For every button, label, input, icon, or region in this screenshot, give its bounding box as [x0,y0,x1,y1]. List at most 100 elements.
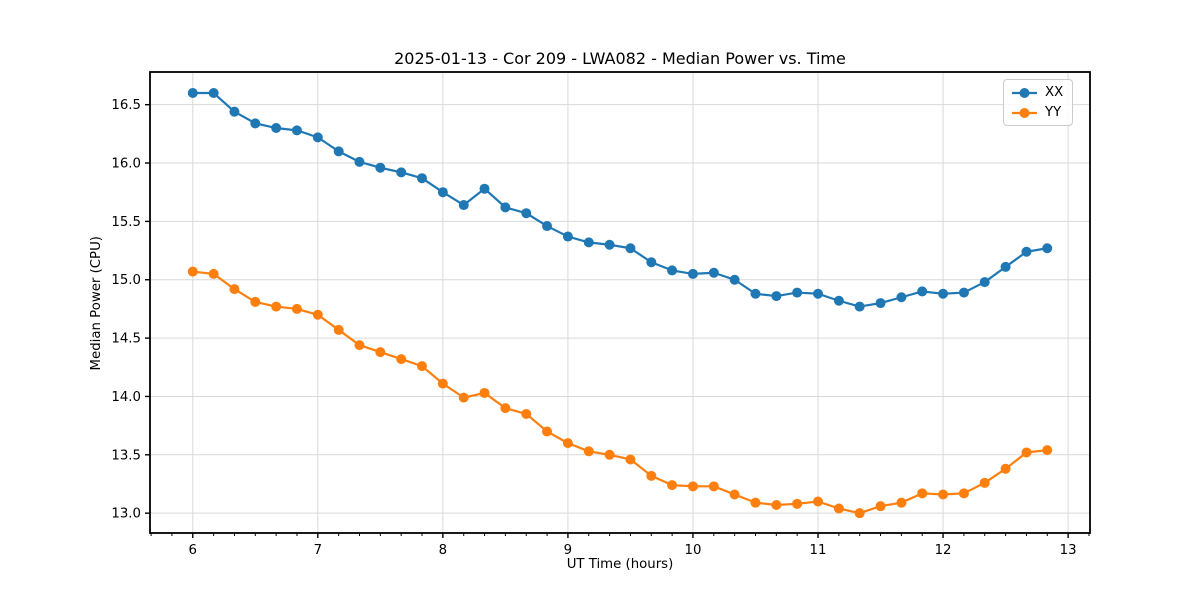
data-point-xx [1042,243,1053,254]
series-line-xx [192,91,1048,308]
data-point-yy [1021,447,1032,458]
y-axis-label: Median Power (CPU) [89,236,104,371]
data-point-yy [813,496,824,507]
y-tick-label: 13.0 [111,507,141,522]
data-point-xx [312,132,323,143]
data-point-xx [562,231,573,242]
data-point-yy [396,354,407,365]
data-point-yy [917,488,928,499]
data-point-xx [1000,261,1011,272]
data-point-yy [875,501,886,512]
data-point-xx [1021,246,1032,257]
x-axis-label: UT Time (hours) [566,557,674,572]
data-point-yy [229,284,240,295]
data-point-yy [1000,463,1011,474]
data-point-yy [542,426,553,437]
data-point-xx [416,173,427,184]
data-point-yy [646,470,657,481]
data-point-xx [500,202,511,213]
data-point-yy [583,446,594,457]
data-point-xx [208,88,219,99]
data-point-xx [271,123,282,134]
data-point-yy [979,477,990,488]
y-tick-label: 15.5 [111,215,141,230]
data-point-yy [333,324,344,335]
y-tick-label: 14.5 [111,332,141,347]
data-point-xx [375,162,386,173]
data-point-yy [792,498,803,509]
data-point-xx [458,200,469,211]
data-point-xx [687,268,698,279]
x-tick-label: 10 [685,543,702,558]
data-point-xx [875,298,886,309]
data-point-xx [187,88,198,99]
x-tick-label: 8 [439,543,447,558]
data-point-yy [1042,445,1053,456]
legend-line-marker-icon [1012,107,1037,118]
data-point-xx [833,295,844,306]
x-tick-label: 7 [314,543,322,558]
data-point-xx [979,277,990,288]
data-point-xx [708,267,719,278]
data-point-yy [354,340,365,351]
data-point-yy [271,301,282,312]
data-point-yy [750,497,761,508]
data-point-xx [938,288,949,299]
data-point-xx [854,301,865,312]
data-point-yy [187,266,198,277]
data-point-xx [750,288,761,299]
data-point-yy [479,387,490,398]
data-point-yy [604,449,615,460]
data-point-xx [437,187,448,198]
data-point-yy [729,489,740,500]
data-point-yy [771,499,782,510]
data-point-xx [583,237,594,248]
data-point-yy [625,454,636,465]
chart-title: 2025-01-13 - Cor 209 - LWA082 - Median P… [394,49,846,68]
data-point-xx [542,221,553,232]
data-point-xx [646,257,657,268]
data-point-xx [729,274,740,285]
y-tick-label: 16.5 [111,98,141,113]
legend: XX YY [1003,79,1074,126]
data-point-yy [291,303,302,314]
data-point-yy [208,268,219,279]
plot-border [149,71,1091,534]
data-point-xx [771,291,782,302]
data-point-yy [687,481,698,492]
data-point-yy [708,481,719,492]
x-tick-label: 13 [1060,543,1077,558]
y-tick-label: 14.0 [111,390,141,405]
data-point-xx [813,288,824,299]
data-point-xx [896,292,907,303]
series-line-yy [192,270,1048,515]
data-point-yy [833,503,844,514]
data-point-yy [958,488,969,499]
data-point-xx [604,239,615,250]
data-point-xx [396,167,407,178]
data-point-yy [500,403,511,414]
legend-entry: XX [1011,84,1063,101]
data-point-xx [229,106,240,117]
data-point-yy [437,378,448,389]
data-point-yy [521,408,532,419]
legend-label: YY [1045,105,1062,120]
data-point-xx [354,156,365,167]
data-point-yy [854,508,865,519]
data-point-yy [896,497,907,508]
data-point-xx [958,287,969,298]
data-point-yy [667,480,678,491]
data-point-yy [375,347,386,358]
y-tick-label: 16.0 [111,157,141,172]
data-point-xx [479,183,490,194]
data-point-xx [521,208,532,219]
data-point-yy [416,361,427,372]
y-tick-label: 13.5 [111,448,141,463]
data-point-yy [938,489,949,500]
data-point-xx [333,146,344,157]
data-point-xx [667,265,678,276]
x-tick-label: 9 [564,543,572,558]
legend-entry: YY [1011,104,1063,121]
